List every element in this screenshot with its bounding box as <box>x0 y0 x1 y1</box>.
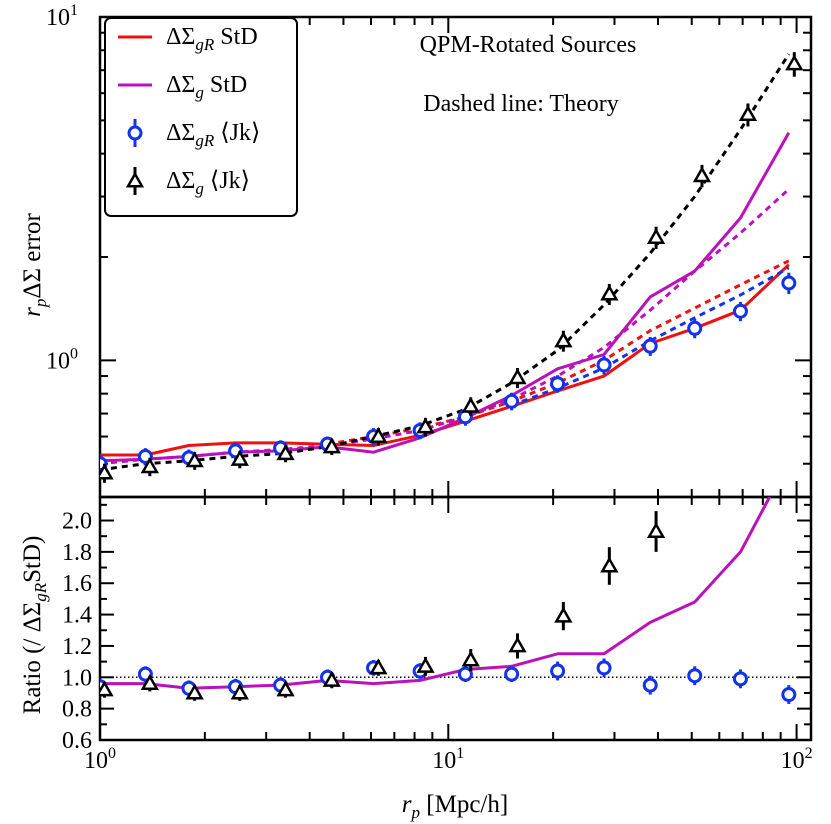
data-point-triangle <box>785 54 804 71</box>
data-point-triangle <box>140 674 159 691</box>
y-tick-label: 0.6 <box>62 728 92 754</box>
data-point-circle <box>550 663 566 679</box>
series-group <box>100 272 797 473</box>
legend: ΔΣgR StD ΔΣg StD ΔΣgR ⟨Jk⟩ ΔΣg ⟨Jk⟩ <box>104 17 298 217</box>
legend-label: ΔΣg StD <box>166 72 247 102</box>
series-group <box>100 497 772 690</box>
annotation-theory: Dashed line: Theory <box>423 91 619 117</box>
data-point-triangle <box>369 658 388 675</box>
series-line <box>327 259 790 446</box>
series-group <box>100 511 666 701</box>
y-tick-label: 1.6 <box>62 571 92 597</box>
top-panel: 100 101 <box>46 2 813 499</box>
series-group <box>100 52 804 483</box>
data-point-triangle <box>692 166 712 183</box>
data-point-triangle <box>230 449 249 466</box>
y-tick-label: 1.8 <box>62 540 92 566</box>
data-point-triangle <box>416 656 435 673</box>
data-point-circle <box>781 275 797 291</box>
x-tick-label: 101 <box>432 745 464 774</box>
data-point-circle <box>781 687 797 703</box>
data-point-triangle <box>185 683 204 700</box>
data-point-triangle <box>508 636 527 653</box>
data-point-triangle <box>100 680 114 697</box>
data-point-circle <box>687 668 703 684</box>
series-line <box>100 53 791 472</box>
xlabel: rp [Mpc/h] <box>402 791 508 822</box>
data-point-triangle <box>600 284 619 301</box>
data-point-triangle <box>100 463 114 480</box>
data-point-circle <box>504 393 520 409</box>
legend-triangle <box>125 171 145 188</box>
y-tick-label: 100 <box>46 345 78 374</box>
bottom-plot-frame <box>98 495 813 742</box>
axes-labels: rpΔΣ error Ratio (/ ΔΣgRStD) rp [Mpc/h] <box>19 212 508 822</box>
y-tick-label: 2.0 <box>62 509 92 535</box>
series-group <box>327 259 790 446</box>
data-point-triangle <box>230 683 249 700</box>
data-point-triangle <box>461 396 480 413</box>
series-group <box>100 188 790 466</box>
data-point-triangle <box>322 437 341 454</box>
data-point-circle <box>642 677 658 693</box>
y-tick-label: 1.2 <box>62 634 92 660</box>
data-point-triangle <box>738 104 758 122</box>
data-point-triangle <box>508 368 527 385</box>
data-point-circle <box>596 357 612 373</box>
legend-label: ΔΣg ⟨Jk⟩ <box>166 168 250 198</box>
data-point-triangle <box>554 606 573 623</box>
data-point-triangle <box>461 650 480 667</box>
top-ylabel: rpΔΣ error <box>19 212 50 316</box>
y-tick-label: 1.4 <box>62 603 92 629</box>
data-point-circle <box>504 666 520 682</box>
legend-circle <box>127 125 143 141</box>
data-point-circle <box>642 338 658 354</box>
annotation-title: QPM-Rotated Sources <box>420 32 637 58</box>
data-point-triangle <box>276 444 295 461</box>
data-point-circle <box>596 660 612 676</box>
legend-label: ΔΣgR StD <box>166 24 258 54</box>
x-tick-label: 102 <box>781 745 813 774</box>
data-point-circle <box>687 320 703 336</box>
bottom-panel: 100 101 102 0.6 0.8 1.0 1.2 1.4 1.6 1.8 2.0 <box>62 495 813 774</box>
data-point-triangle <box>322 670 341 687</box>
data-point-circle <box>732 303 748 319</box>
data-point-circle <box>457 666 473 682</box>
data-point-circle <box>550 376 566 392</box>
data-point-triangle <box>600 556 619 573</box>
bottom-ylabel: Ratio (/ ΔΣgRStD) <box>19 536 50 715</box>
series-line <box>100 497 772 690</box>
y-tick-label: 0.8 <box>62 697 92 723</box>
y-tick-label: 1.0 <box>62 665 92 691</box>
data-point-triangle <box>646 227 666 244</box>
x-tick-label: 100 <box>84 745 116 774</box>
series-group <box>100 53 791 472</box>
legend-box <box>104 17 298 217</box>
data-point-triangle <box>140 457 159 474</box>
data-point-triangle <box>369 427 388 444</box>
annotations: QPM-Rotated Sources Dashed line: Theory <box>420 32 637 117</box>
data-point-triangle <box>416 417 435 434</box>
y-tick-label: 101 <box>46 2 78 31</box>
data-point-triangle <box>646 521 666 538</box>
data-point-triangle <box>185 451 204 468</box>
data-point-circle <box>732 671 748 687</box>
legend-label: ΔΣgR ⟨Jk⟩ <box>166 120 260 150</box>
series-line <box>100 188 790 466</box>
data-point-triangle <box>554 331 573 348</box>
data-point-triangle <box>276 680 295 697</box>
